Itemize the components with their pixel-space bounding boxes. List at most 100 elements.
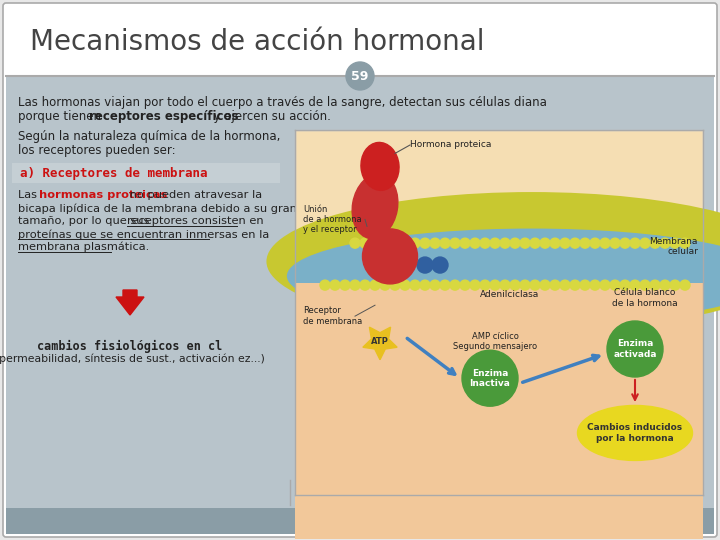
Circle shape — [640, 238, 650, 248]
Text: los receptores pueden ser:: los receptores pueden ser: — [18, 144, 176, 157]
Text: receptores específicos: receptores específicos — [89, 110, 238, 123]
Circle shape — [500, 238, 510, 248]
Circle shape — [330, 280, 340, 290]
Circle shape — [660, 280, 670, 290]
Ellipse shape — [362, 229, 418, 284]
Circle shape — [510, 238, 520, 248]
Circle shape — [420, 238, 430, 248]
Circle shape — [480, 238, 490, 248]
Circle shape — [620, 238, 630, 248]
Bar — [6, 508, 714, 534]
Text: Receptor
de membrana: Receptor de membrana — [303, 306, 362, 326]
Circle shape — [600, 238, 610, 248]
Circle shape — [380, 280, 390, 290]
Bar — [295, 130, 703, 495]
Circle shape — [520, 238, 530, 248]
Ellipse shape — [287, 228, 720, 323]
Circle shape — [670, 280, 680, 290]
Circle shape — [640, 280, 650, 290]
Circle shape — [560, 238, 570, 248]
Text: Las: Las — [18, 190, 40, 200]
Circle shape — [460, 238, 470, 248]
Ellipse shape — [577, 406, 693, 461]
Circle shape — [346, 62, 374, 90]
Circle shape — [417, 257, 433, 273]
Circle shape — [550, 280, 560, 290]
Circle shape — [510, 280, 520, 290]
Circle shape — [540, 238, 550, 248]
Text: Hormona proteica: Hormona proteica — [410, 140, 491, 149]
Text: hormonas proteicas: hormonas proteicas — [39, 190, 167, 200]
Circle shape — [410, 238, 420, 248]
Text: receptores consisten en: receptores consisten en — [127, 216, 264, 226]
Circle shape — [390, 280, 400, 290]
Circle shape — [400, 280, 410, 290]
Circle shape — [360, 238, 370, 248]
Text: bicapa lipídica de la membrana debido a su gran: bicapa lipídica de la membrana debido a … — [18, 203, 297, 213]
Circle shape — [490, 238, 500, 248]
Circle shape — [370, 280, 380, 290]
Circle shape — [370, 238, 380, 248]
Circle shape — [607, 321, 663, 377]
Bar — [295, 258, 703, 495]
Circle shape — [610, 238, 620, 248]
Text: tamaño, por lo que sus: tamaño, por lo que sus — [18, 216, 153, 226]
Circle shape — [670, 238, 680, 248]
FancyArrow shape — [116, 290, 144, 315]
Circle shape — [410, 280, 420, 290]
Ellipse shape — [361, 143, 399, 191]
Circle shape — [390, 238, 400, 248]
Polygon shape — [363, 327, 397, 360]
Text: Según la naturaleza química de la hormona,: Según la naturaleza química de la hormon… — [18, 130, 280, 143]
Text: proteínas que se encuentran inmersas en la: proteínas que se encuentran inmersas en … — [18, 229, 269, 240]
Circle shape — [360, 280, 370, 290]
Circle shape — [570, 238, 580, 248]
Text: y ejercen su acción.: y ejercen su acción. — [206, 110, 331, 123]
Circle shape — [490, 280, 500, 290]
Text: Las hormonas viajan por todo el cuerpo a través de la sangre, detectan sus célul: Las hormonas viajan por todo el cuerpo a… — [18, 96, 547, 109]
FancyBboxPatch shape — [3, 3, 717, 537]
Text: Enzima
activada: Enzima activada — [613, 339, 657, 359]
Circle shape — [440, 238, 450, 248]
Text: Membrana
celular: Membrana celular — [649, 237, 698, 256]
Circle shape — [450, 280, 460, 290]
Circle shape — [500, 280, 510, 290]
Text: membrana plasmática.: membrana plasmática. — [18, 242, 149, 253]
Text: a) Receptores de membrana: a) Receptores de membrana — [20, 166, 207, 179]
Bar — [295, 284, 703, 539]
Text: AMP cíclico
Segundo mensajero: AMP cíclico Segundo mensajero — [453, 332, 537, 352]
Circle shape — [580, 238, 590, 248]
Bar — [6, 76, 714, 526]
Circle shape — [540, 280, 550, 290]
Bar — [6, 6, 714, 76]
Text: 59: 59 — [351, 70, 369, 83]
Text: Cambios inducidos
por la hormona: Cambios inducidos por la hormona — [588, 423, 683, 443]
Circle shape — [480, 280, 490, 290]
Text: no pueden atravesar la: no pueden atravesar la — [126, 190, 262, 200]
Circle shape — [610, 280, 620, 290]
Circle shape — [380, 238, 390, 248]
Circle shape — [580, 280, 590, 290]
Circle shape — [340, 280, 350, 290]
Text: Mecanismos de acción hormonal: Mecanismos de acción hormonal — [30, 28, 485, 56]
Circle shape — [350, 280, 360, 290]
Text: (permeabilidad, síntesis de sust., activación ez...): (permeabilidad, síntesis de sust., activ… — [0, 354, 265, 364]
Circle shape — [650, 280, 660, 290]
Text: Célula blanco
de la hormona: Célula blanco de la hormona — [612, 288, 678, 308]
Circle shape — [630, 238, 640, 248]
Circle shape — [430, 280, 440, 290]
Circle shape — [560, 280, 570, 290]
Ellipse shape — [352, 174, 398, 239]
Circle shape — [440, 280, 450, 290]
Text: cambios fisiológicos en cl: cambios fisiológicos en cl — [37, 340, 222, 353]
Circle shape — [350, 238, 360, 248]
Text: ATP: ATP — [371, 337, 389, 346]
Circle shape — [460, 280, 470, 290]
Circle shape — [600, 280, 610, 290]
Text: Unión
de a hormona
y el receptor: Unión de a hormona y el receptor — [303, 205, 361, 234]
Circle shape — [470, 238, 480, 248]
Circle shape — [570, 280, 580, 290]
Circle shape — [432, 257, 448, 273]
Circle shape — [660, 238, 670, 248]
Circle shape — [420, 280, 430, 290]
